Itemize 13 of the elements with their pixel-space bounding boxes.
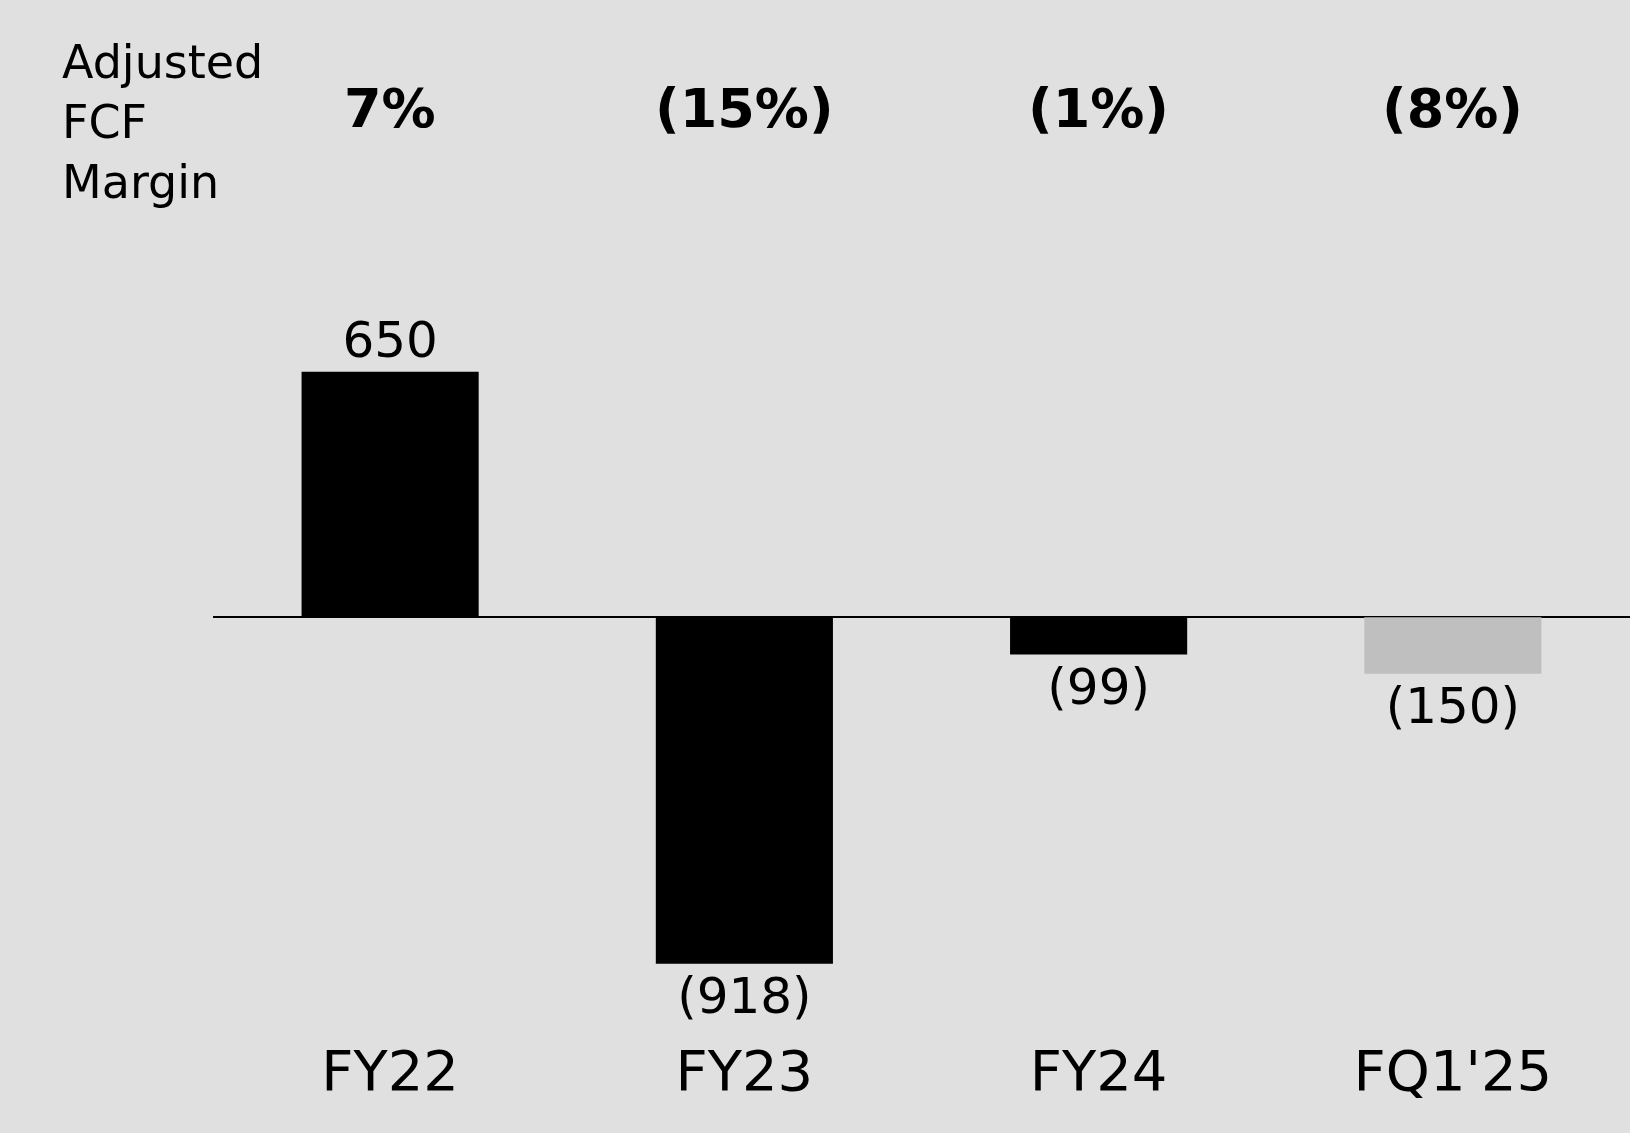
text: (1%) xyxy=(1028,77,1170,140)
x-tick-label: FY22 xyxy=(321,1038,459,1103)
text: (15%) xyxy=(655,77,834,140)
data-label: 650 xyxy=(342,310,438,369)
x-tick-label: FY24 xyxy=(1029,1038,1168,1103)
data-label: (150) xyxy=(1385,676,1521,735)
text: 7% xyxy=(344,77,436,140)
data-label: (99) xyxy=(1047,657,1150,716)
text: (8%) xyxy=(1382,77,1524,140)
x-tick-label: FQ1'25 xyxy=(1353,1038,1553,1103)
x-tick-label: FY23 xyxy=(675,1038,814,1103)
text: Adjusted FCF Margin xyxy=(62,35,264,209)
data-label: (918) xyxy=(677,966,812,1025)
